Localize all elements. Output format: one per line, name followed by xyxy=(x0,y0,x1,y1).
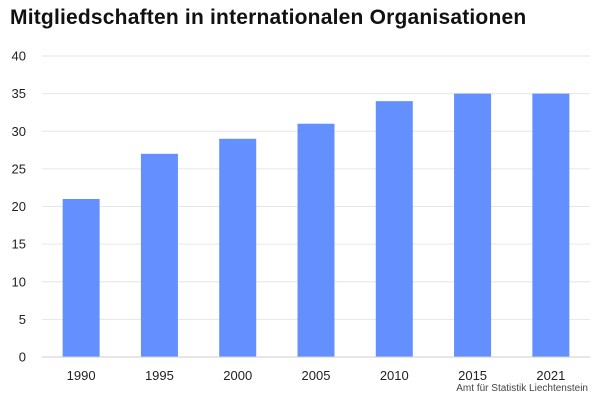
bar-2005 xyxy=(297,123,335,357)
bar-1995 xyxy=(140,153,178,357)
bars xyxy=(62,93,570,358)
y-tick-label: 30 xyxy=(12,124,26,139)
y-tick-label: 15 xyxy=(12,237,26,252)
x-tick-label: 1990 xyxy=(67,368,96,383)
bar-2015 xyxy=(454,93,492,357)
source-note: Amt für Statistik Liechtenstein xyxy=(456,383,588,394)
x-tick-label: 2021 xyxy=(536,368,565,383)
bar-1990 xyxy=(62,198,100,357)
x-tick-label: 1995 xyxy=(145,368,174,383)
bar-2021 xyxy=(532,93,570,357)
x-axis-ticks: 1990 1995 2000 2005 2010 2015 2021 xyxy=(67,368,566,383)
x-tick-label: 2015 xyxy=(458,368,487,383)
y-tick-label: 35 xyxy=(12,86,26,101)
y-tick-label: 0 xyxy=(19,350,26,365)
x-tick-label: 2010 xyxy=(380,368,409,383)
y-axis-ticks: 0 5 10 15 20 25 30 35 40 xyxy=(12,49,26,365)
y-tick-label: 5 xyxy=(19,312,26,327)
y-tick-label: 10 xyxy=(12,274,26,289)
x-tick-label: 2005 xyxy=(302,368,331,383)
chart-title: Mitgliedschaften in internationalen Orga… xyxy=(10,6,527,29)
bar-2000 xyxy=(219,138,257,357)
bar-2010 xyxy=(375,101,413,358)
x-tick-label: 2000 xyxy=(223,368,252,383)
y-tick-label: 25 xyxy=(12,161,26,176)
y-tick-label: 40 xyxy=(12,49,26,64)
y-tick-label: 20 xyxy=(12,199,26,214)
